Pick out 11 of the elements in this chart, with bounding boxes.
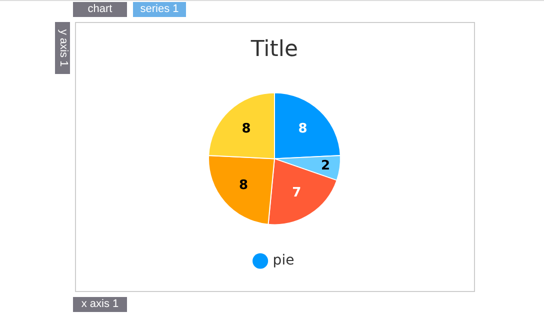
text: chart <box>73 2 127 17</box>
data-label: 8 <box>298 121 308 136</box>
text: series 1 <box>133 2 186 17</box>
text: y axis 1 <box>56 29 70 67</box>
data-label: 2 <box>320 158 330 174</box>
data-label: 8 <box>239 178 248 193</box>
legend-label: pie <box>272 252 294 269</box>
text: x axis 1 <box>73 297 127 312</box>
chart-title: Title <box>250 36 298 62</box>
data-label: 7 <box>292 186 302 200</box>
data-label: 8 <box>242 121 251 136</box>
